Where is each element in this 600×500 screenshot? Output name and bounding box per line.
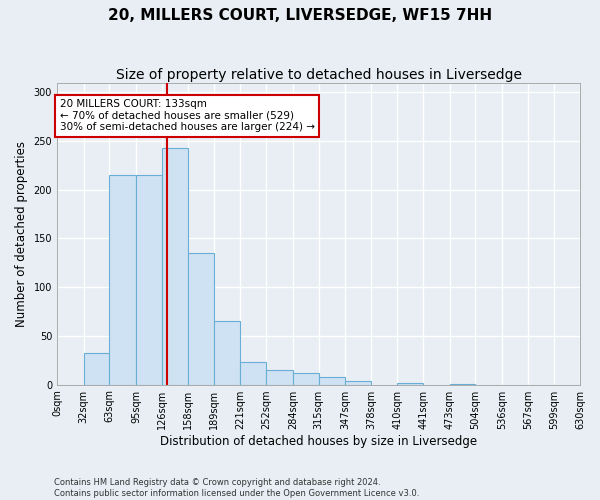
Bar xyxy=(214,322,241,384)
Bar xyxy=(293,373,319,384)
Bar xyxy=(397,382,423,384)
Text: Contains HM Land Registry data © Crown copyright and database right 2024.
Contai: Contains HM Land Registry data © Crown c… xyxy=(54,478,419,498)
Y-axis label: Number of detached properties: Number of detached properties xyxy=(15,140,28,326)
Bar xyxy=(109,175,136,384)
Bar xyxy=(241,362,266,384)
Bar xyxy=(266,370,293,384)
Bar xyxy=(136,175,161,384)
Text: 20, MILLERS COURT, LIVERSEDGE, WF15 7HH: 20, MILLERS COURT, LIVERSEDGE, WF15 7HH xyxy=(108,8,492,22)
Title: Size of property relative to detached houses in Liversedge: Size of property relative to detached ho… xyxy=(116,68,521,82)
Bar xyxy=(83,354,109,384)
Bar xyxy=(188,253,214,384)
Bar xyxy=(161,148,188,384)
Text: 20 MILLERS COURT: 133sqm
← 70% of detached houses are smaller (529)
30% of semi-: 20 MILLERS COURT: 133sqm ← 70% of detach… xyxy=(59,99,314,132)
Bar xyxy=(319,377,345,384)
Bar xyxy=(345,380,371,384)
X-axis label: Distribution of detached houses by size in Liversedge: Distribution of detached houses by size … xyxy=(160,434,477,448)
